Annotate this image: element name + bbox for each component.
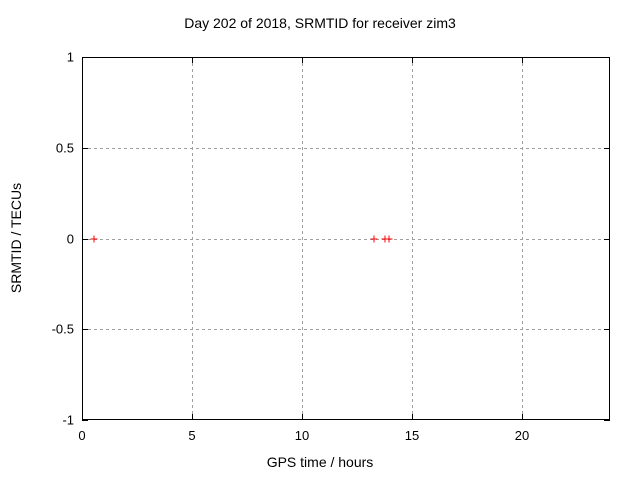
y-tick-right <box>604 238 610 240</box>
y-tick-label: -0.5 <box>51 321 74 337</box>
x-axis-label: GPS time / hours <box>266 454 374 470</box>
gridline-horizontal <box>82 329 610 331</box>
x-tick-bottom <box>302 414 303 420</box>
x-tick-top <box>412 57 413 63</box>
x-tick-bottom <box>192 414 193 420</box>
data-point-marker <box>385 235 393 242</box>
y-tick-left <box>82 420 88 421</box>
y-tick-right <box>604 147 610 149</box>
x-tick-top <box>302 57 303 63</box>
data-point-marker <box>90 235 98 242</box>
y-tick-left <box>82 57 88 58</box>
x-tick-label: 0 <box>78 428 86 443</box>
y-tick-left <box>82 329 88 331</box>
x-tick-bottom <box>522 414 523 420</box>
x-tick-bottom <box>412 414 413 420</box>
data-point-marker <box>370 235 377 242</box>
y-tick-label: 0 <box>66 231 74 246</box>
y-tick-label: 0.5 <box>55 140 74 156</box>
y-tick-right <box>604 420 610 421</box>
data-point-marker <box>381 235 388 242</box>
x-tick-top <box>82 57 83 63</box>
x-tick-label: 5 <box>188 428 196 443</box>
y-tick-label: 1 <box>66 49 74 65</box>
y-tick-left <box>82 238 88 240</box>
x-tick-label: 20 <box>514 428 530 443</box>
y-tick-right <box>604 57 610 58</box>
chart-title: Day 202 of 2018, SRMTID for receiver zim… <box>184 15 456 31</box>
x-tick-top <box>522 57 523 63</box>
gridline-horizontal <box>82 238 610 240</box>
x-tick-bottom <box>82 414 83 420</box>
y-tick-right <box>604 329 610 331</box>
y-tick-label: -1 <box>62 412 74 428</box>
y-tick-left <box>82 147 88 149</box>
gridline-horizontal <box>82 147 610 149</box>
x-tick-top <box>192 57 193 63</box>
x-tick-label: 10 <box>294 428 310 443</box>
x-tick-label: 15 <box>404 428 420 443</box>
